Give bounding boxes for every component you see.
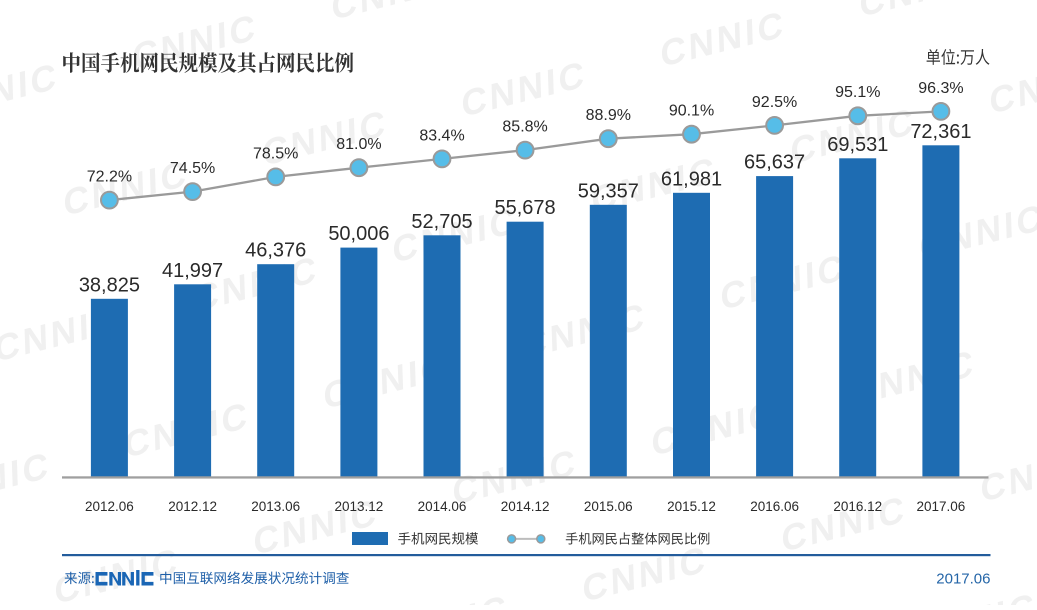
svg-text:55,678: 55,678 bbox=[495, 197, 556, 219]
svg-text:2015.12: 2015.12 bbox=[667, 499, 716, 514]
svg-text:2014.06: 2014.06 bbox=[418, 499, 467, 514]
svg-text:74.5%: 74.5% bbox=[170, 160, 215, 177]
svg-text:90.1%: 90.1% bbox=[669, 103, 714, 120]
svg-text:2017.06: 2017.06 bbox=[916, 499, 965, 514]
svg-text:2016.06: 2016.06 bbox=[750, 499, 799, 514]
svg-text:83.4%: 83.4% bbox=[419, 127, 464, 144]
svg-text:2017.06: 2017.06 bbox=[936, 571, 990, 588]
svg-text:72,361: 72,361 bbox=[910, 121, 971, 143]
svg-text:69,531: 69,531 bbox=[827, 134, 888, 156]
svg-text:92.5%: 92.5% bbox=[752, 94, 797, 111]
svg-text:2016.12: 2016.12 bbox=[833, 499, 882, 514]
svg-text:2013.12: 2013.12 bbox=[334, 499, 383, 514]
svg-text:2013.06: 2013.06 bbox=[251, 499, 300, 514]
svg-text:41,997: 41,997 bbox=[162, 260, 223, 282]
svg-text:52,705: 52,705 bbox=[411, 211, 472, 233]
svg-text:59,357: 59,357 bbox=[578, 180, 639, 202]
svg-text:78.5%: 78.5% bbox=[253, 145, 298, 162]
svg-text:88.9%: 88.9% bbox=[586, 107, 631, 124]
svg-text:2015.06: 2015.06 bbox=[584, 499, 633, 514]
svg-text:2012.06: 2012.06 bbox=[85, 499, 134, 514]
svg-text:81.0%: 81.0% bbox=[336, 136, 381, 153]
svg-text:50,006: 50,006 bbox=[328, 223, 389, 245]
svg-text:2012.12: 2012.12 bbox=[168, 499, 217, 514]
svg-text:46,376: 46,376 bbox=[245, 240, 306, 262]
svg-text:85.8%: 85.8% bbox=[502, 119, 547, 136]
svg-text:95.1%: 95.1% bbox=[835, 84, 880, 101]
svg-text:61,981: 61,981 bbox=[661, 168, 722, 190]
svg-text:72.2%: 72.2% bbox=[87, 169, 132, 186]
svg-text:96.3%: 96.3% bbox=[918, 80, 963, 97]
svg-text:65,637: 65,637 bbox=[744, 152, 805, 174]
svg-text:2014.12: 2014.12 bbox=[501, 499, 550, 514]
svg-text:38,825: 38,825 bbox=[79, 274, 140, 296]
